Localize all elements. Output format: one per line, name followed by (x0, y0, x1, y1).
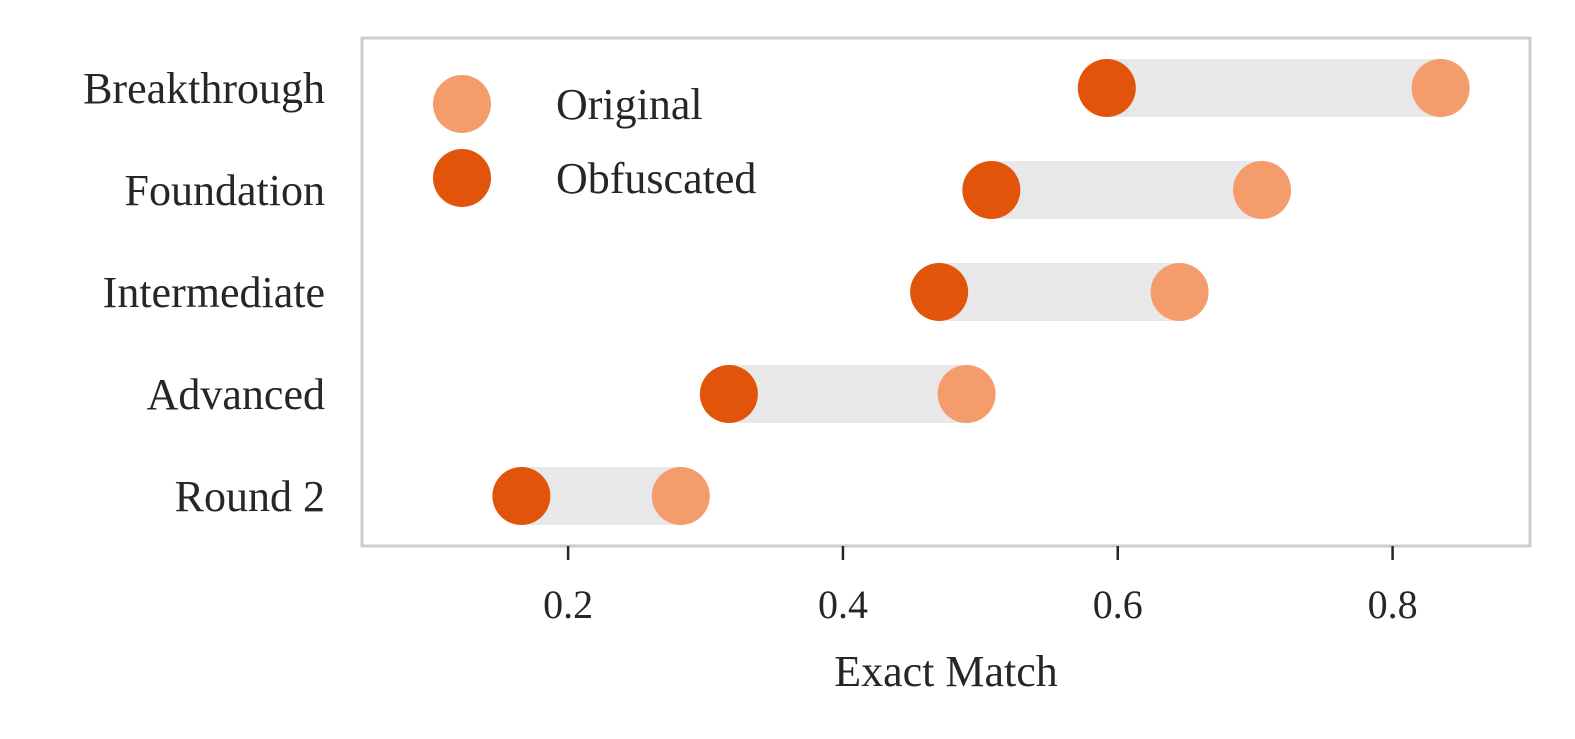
y-tick-label-1: Foundation (125, 166, 325, 215)
points-layer (492, 59, 1470, 525)
point-original-1 (1233, 161, 1292, 219)
legend-label-1: Obfuscated (556, 154, 756, 203)
point-obfuscated-0 (1077, 59, 1136, 117)
point-obfuscated-2 (910, 263, 969, 321)
y-tick-label-2: Intermediate (103, 268, 325, 317)
legend-marker-1 (433, 149, 491, 207)
connector-bar-1 (991, 161, 1263, 219)
connector-bar-2 (939, 263, 1180, 321)
point-original-3 (937, 365, 996, 423)
x-axis-title: Exact Match (834, 647, 1058, 696)
y-tick-label-0: Breakthrough (83, 64, 325, 113)
x-tick-label-3: 0.8 (1368, 582, 1418, 627)
point-original-4 (651, 467, 710, 525)
y-axis-labels: Breakthrough Foundation Intermediate Advanc… (83, 64, 325, 521)
plot-frame (360, 36, 1532, 548)
point-original-2 (1150, 263, 1209, 321)
x-tick-label-0: 0.2 (543, 582, 593, 627)
point-obfuscated-1 (962, 161, 1021, 219)
legend-label-0: Original (556, 80, 703, 129)
x-tick-label-1: 0.4 (818, 582, 868, 627)
x-tick-label-2: 0.6 (1093, 582, 1143, 627)
x-axis-ticks: 0.2 0.4 0.6 0.8 (543, 546, 1418, 627)
connector-bar-3 (728, 365, 967, 423)
point-obfuscated-3 (699, 365, 758, 423)
point-obfuscated-4 (492, 467, 551, 525)
connector-bar-0 (1106, 59, 1441, 117)
y-tick-label-3: Advanced (147, 370, 325, 419)
point-original-0 (1411, 59, 1470, 117)
y-tick-label-4: Round 2 (175, 472, 325, 521)
legend: Original Obfuscated (433, 75, 756, 207)
legend-marker-0 (433, 75, 491, 133)
